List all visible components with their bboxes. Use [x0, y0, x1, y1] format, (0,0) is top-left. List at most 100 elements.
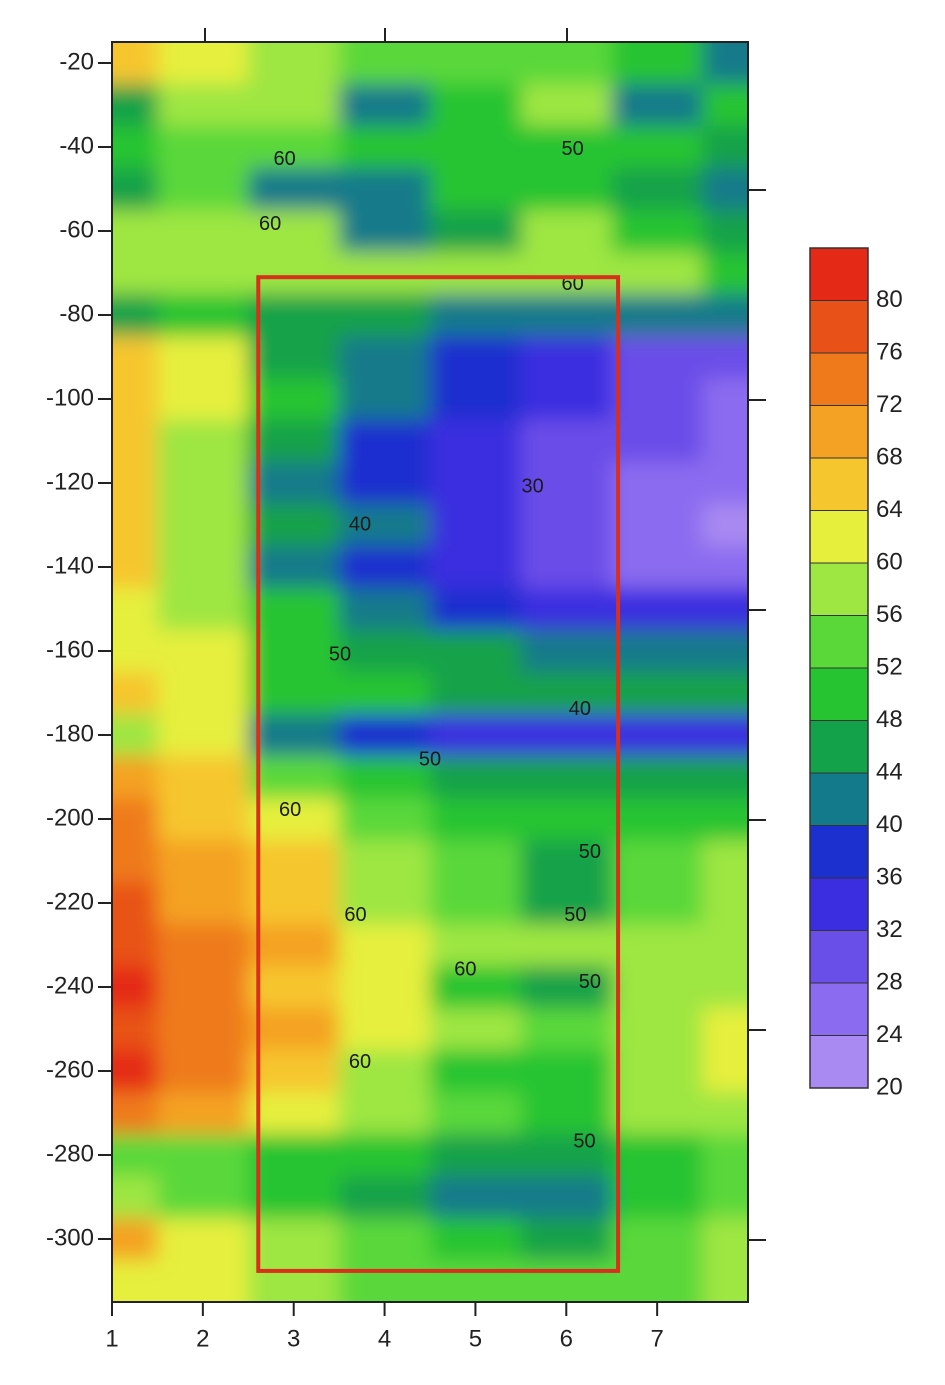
colorbar-band	[809, 247, 869, 301]
heat-cell	[430, 168, 522, 211]
heat-cell	[157, 336, 249, 379]
heat-cell	[430, 252, 522, 295]
colorbar-band	[809, 300, 869, 354]
heat-cell	[112, 672, 158, 715]
heat-cell	[339, 42, 431, 85]
heat-cell	[248, 1176, 340, 1219]
heat-cell	[112, 1092, 158, 1135]
heat-cell	[520, 798, 613, 841]
heat-cell	[702, 1092, 748, 1135]
heat-cell	[339, 756, 431, 799]
heat-cell	[339, 210, 431, 253]
heat-cell	[702, 42, 748, 85]
colorbar-band	[809, 720, 869, 774]
heat-cell	[112, 252, 158, 295]
heat-cell	[611, 210, 704, 253]
contour-label: 60	[454, 958, 476, 980]
contour-label: 40	[569, 698, 591, 720]
y-tick-label: -280	[46, 1140, 94, 1167]
heat-cell	[157, 966, 249, 1009]
contour-label: 60	[344, 904, 366, 926]
heat-cell	[157, 378, 249, 421]
heat-cell	[112, 210, 158, 253]
heat-cell	[430, 924, 522, 967]
heat-cell	[339, 630, 431, 673]
heat-cell	[339, 966, 431, 1009]
heat-cell	[611, 462, 704, 505]
heat-cell	[520, 462, 613, 505]
y-tick-label: -200	[46, 804, 94, 831]
heat-cell	[112, 756, 158, 799]
heat-cell	[248, 966, 340, 1009]
heat-cell	[157, 1176, 249, 1219]
colorbar-tick-label: 56	[876, 601, 903, 628]
colorbar-tick-label: 52	[876, 653, 903, 680]
heat-cell	[702, 756, 748, 799]
heat-cell	[430, 84, 522, 127]
heat-cell	[112, 546, 158, 589]
heat-cell	[611, 588, 704, 631]
heat-cell	[520, 840, 613, 883]
heat-cell	[430, 1050, 522, 1093]
heat-cell	[248, 168, 340, 211]
heat-cell	[520, 1218, 613, 1261]
heat-cell	[157, 1218, 249, 1261]
heat-cell	[611, 1050, 704, 1093]
y-tick-label: -80	[59, 300, 94, 327]
heat-cell	[248, 420, 340, 463]
y-tick-label: -160	[46, 636, 94, 663]
heat-cell	[339, 798, 431, 841]
heat-cell	[611, 714, 704, 757]
highlight-region	[256, 275, 621, 1273]
heat-cell	[611, 672, 704, 715]
heat-cell	[611, 924, 704, 967]
heat-cell	[702, 840, 748, 883]
contour-label: 50	[579, 971, 601, 993]
heat-cell	[112, 168, 158, 211]
heat-cell	[611, 1092, 704, 1135]
heat-cell	[702, 1260, 748, 1302]
heat-cell	[702, 672, 748, 715]
heat-cell	[430, 1218, 522, 1261]
colorbar: 20 24 28 32 36 40 44 48 52 56 60 64 68 72 76 80	[809, 247, 903, 1100]
y-tick-label: -140	[46, 552, 94, 579]
y-tick-label: -20	[59, 48, 94, 75]
colorbar-tick-label: 48	[876, 706, 903, 733]
heat-cell	[339, 546, 431, 589]
heat-cell	[339, 1092, 431, 1135]
heat-cell	[157, 126, 249, 169]
heat-cell	[112, 84, 158, 127]
heat-cell	[430, 42, 522, 85]
colorbar-tick-label: 60	[876, 548, 903, 575]
heat-cell	[611, 840, 704, 883]
heat-cell	[112, 336, 158, 379]
overlay: 1 2 3 4 5 6 7 -20 -40 -60 -80 -100 -120 -140 -160 -180 -…	[46, 48, 664, 1352]
heat-cell	[248, 798, 340, 841]
y-tick-label: -240	[46, 972, 94, 999]
heat-cell	[611, 756, 704, 799]
heat-cell	[430, 630, 522, 673]
heat-cell	[702, 630, 748, 673]
contour-label: 60	[279, 799, 301, 821]
heat-cell	[112, 378, 158, 421]
heat-cell	[430, 882, 522, 925]
heat-cell	[611, 336, 704, 379]
heat-cell	[611, 1218, 704, 1261]
colorbar-band	[809, 930, 869, 984]
heat-cell	[339, 420, 431, 463]
heat-cell	[430, 462, 522, 505]
heat-cell	[248, 252, 340, 295]
heat-cell	[248, 714, 340, 757]
contour-label: 60	[274, 148, 296, 170]
heat-cell	[430, 1008, 522, 1051]
colorbar-band	[809, 825, 869, 879]
heat-cell	[520, 1050, 613, 1093]
y-tick-label: -260	[46, 1056, 94, 1083]
heat-cell	[339, 1050, 431, 1093]
y-tick-label: -220	[46, 888, 94, 915]
heat-cell	[702, 336, 748, 379]
heat-cell	[702, 84, 748, 127]
colorbar-band	[809, 877, 869, 931]
heat-cell	[611, 1176, 704, 1219]
heat-cell	[611, 966, 704, 1009]
